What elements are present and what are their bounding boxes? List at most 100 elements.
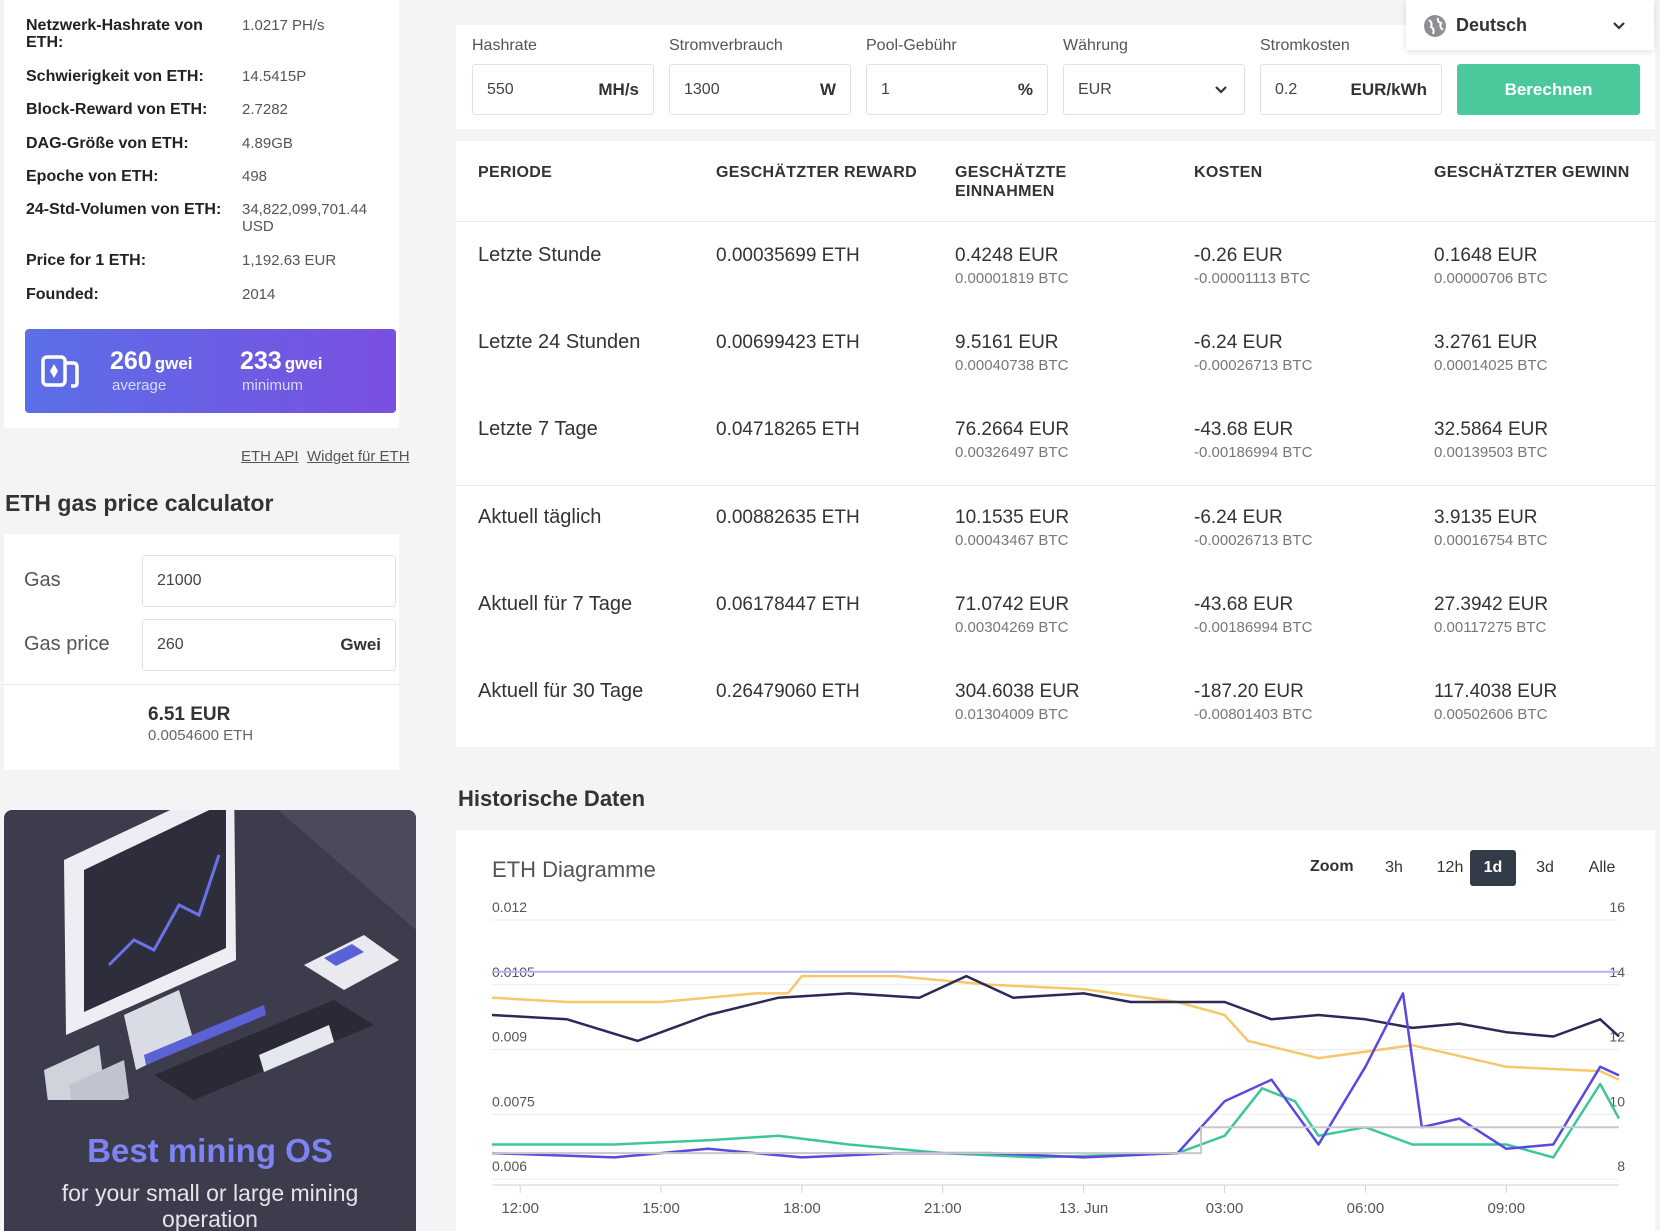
gas-average-label: average bbox=[112, 377, 167, 394]
chart-title: ETH Diagramme bbox=[492, 857, 656, 882]
zoom-option-3d[interactable]: 3d bbox=[1536, 859, 1554, 876]
history-title: Historische Daten bbox=[458, 786, 646, 811]
gas-average-value: 260 gwei bbox=[110, 347, 193, 375]
stat-value: 2.7282 bbox=[242, 101, 288, 118]
eth-widget-link[interactable]: Widget für ETH bbox=[307, 448, 410, 465]
promo-title: Best mining OS bbox=[87, 1132, 333, 1169]
calculate-button[interactable]: Berechnen bbox=[1457, 64, 1640, 115]
row-profit-btc: 0.00502606 BTC bbox=[1434, 706, 1548, 723]
column-header-text: GESCHÄTZTER REWARD bbox=[716, 164, 917, 181]
row-income: 304.6038 EUR bbox=[955, 681, 1080, 702]
row-profit: 32.5864 EUR bbox=[1434, 419, 1549, 440]
pool-fee-label: Pool-Gebühr bbox=[866, 37, 957, 54]
column-header: KOSTEN bbox=[1194, 163, 1262, 182]
gas-calc-divider bbox=[4, 684, 399, 685]
row-income: 0.4248 EUR bbox=[955, 245, 1059, 266]
zoom-label: Zoom bbox=[1310, 858, 1354, 875]
pool-fee-input[interactable]: 1% bbox=[866, 64, 1048, 115]
stat-value: 4.89GB bbox=[242, 135, 293, 152]
column-header: GESCHÄTZTE EINNAHMEN bbox=[955, 163, 1066, 201]
chevron-down-icon bbox=[1613, 22, 1625, 30]
gas-calculator-title: ETH gas price calculator bbox=[5, 490, 274, 516]
column-header-text: EINNAHMEN bbox=[955, 183, 1055, 200]
row-profit-btc: 0.00000706 BTC bbox=[1434, 270, 1548, 287]
row-reward: 0.00035699 ETH bbox=[716, 245, 860, 266]
column-header-text: GESCHÄTZTE bbox=[955, 164, 1067, 181]
eth-api-link[interactable]: ETH API bbox=[241, 448, 299, 465]
column-header: PERIODE bbox=[478, 163, 552, 182]
gas-minimum-label: minimum bbox=[242, 377, 303, 394]
globe-icon bbox=[1424, 15, 1446, 37]
chevron-down-icon bbox=[1215, 86, 1227, 94]
row-income: 76.2664 EUR bbox=[955, 419, 1070, 440]
row-reward: 0.26479060 ETH bbox=[716, 681, 860, 702]
stat-label: Netzwerk-Hashrate von ETH: bbox=[26, 17, 203, 51]
row-profit-btc: 0.00117275 BTC bbox=[1434, 619, 1547, 636]
hashrate-label: Hashrate bbox=[472, 37, 537, 54]
stat-label: Block-Reward von ETH: bbox=[26, 101, 208, 118]
stat-label: Schwierigkeit von ETH: bbox=[26, 68, 204, 85]
row-cost-btc: -0.00186994 BTC bbox=[1194, 619, 1313, 636]
row-cost-btc: -0.00186994 BTC bbox=[1194, 444, 1313, 461]
row-income: 71.0742 EUR bbox=[955, 594, 1070, 615]
row-reward: 0.00699423 ETH bbox=[716, 332, 860, 353]
row-cost-btc: -0.00026713 BTC bbox=[1194, 357, 1313, 374]
row-income: 9.5161 EUR bbox=[955, 332, 1059, 353]
stat-label: Price for 1 ETH: bbox=[26, 252, 147, 269]
currency-select[interactable]: EUR bbox=[1063, 64, 1245, 115]
gas-price-banner: 260 gwei average 233 gwei minimum bbox=[25, 329, 396, 413]
power-label: Stromverbrauch bbox=[669, 37, 783, 54]
row-cost: -0.26 EUR bbox=[1194, 245, 1283, 266]
gas-cost-eth: 0.0054600 ETH bbox=[148, 727, 254, 744]
stat-value: 34,822,099,701.44 USD bbox=[242, 201, 368, 235]
row-profit-btc: 0.00014025 BTC bbox=[1434, 357, 1548, 374]
power-cost-input[interactable]: 0.2 EUR/kWh bbox=[1260, 64, 1442, 115]
row-cost: -187.20 EUR bbox=[1194, 681, 1304, 702]
zoom-option-alle[interactable]: Alle bbox=[1588, 859, 1616, 876]
zoom-option-1d[interactable]: 1d bbox=[1470, 850, 1516, 886]
zoom-option-12h[interactable]: 12h bbox=[1436, 859, 1464, 876]
column-header-text: GESCHÄTZTER GEWINN bbox=[1434, 164, 1630, 181]
row-cost: -43.68 EUR bbox=[1194, 594, 1294, 615]
row-period: Aktuell täglich bbox=[478, 506, 602, 528]
column-header-text: PERIODE bbox=[478, 164, 553, 181]
row-period: Aktuell für 7 Tage bbox=[478, 593, 633, 615]
gas-calculator-card: Gas 21000 Gas price 260 Gwei 6.51 EUR 0.… bbox=[4, 534, 399, 770]
gwei-unit: Gwei bbox=[340, 635, 381, 654]
stat-value: 14.5415P bbox=[242, 68, 307, 85]
stat-value: 498 bbox=[242, 168, 268, 185]
language-label: Deutsch bbox=[1456, 15, 1528, 35]
row-profit: 0.1648 EUR bbox=[1434, 245, 1538, 266]
zoom-option-3h[interactable]: 3h bbox=[1385, 859, 1403, 876]
stat-label: Epoche von ETH: bbox=[26, 168, 159, 185]
stat-label: Founded: bbox=[26, 286, 99, 303]
row-profit-btc: 0.00016754 BTC bbox=[1434, 532, 1548, 549]
row-cost-btc: -0.00026713 BTC bbox=[1194, 532, 1313, 549]
row-income-btc: 0.00326497 BTC bbox=[955, 444, 1069, 461]
row-period: Aktuell für 30 Tage bbox=[478, 680, 644, 702]
row-profit: 3.2761 EUR bbox=[1434, 332, 1538, 353]
row-period: Letzte 24 Stunden bbox=[478, 331, 641, 353]
power-input[interactable]: 1300 W bbox=[669, 64, 851, 115]
row-cost: -43.68 EUR bbox=[1194, 419, 1294, 440]
gas-input[interactable]: 21000 bbox=[142, 555, 396, 607]
gas-minimum-value: 233 gwei bbox=[240, 347, 323, 375]
row-profit: 3.9135 EUR bbox=[1434, 507, 1538, 528]
row-reward: 0.04718265 ETH bbox=[716, 419, 860, 440]
stat-value: 1.0217 PH/s bbox=[242, 17, 325, 34]
row-cost-btc: -0.00801403 BTC bbox=[1194, 706, 1313, 723]
row-reward: 0.06178447 ETH bbox=[716, 594, 860, 615]
language-selector[interactable]: Deutsch bbox=[1406, 0, 1654, 50]
column-header-text: KOSTEN bbox=[1194, 164, 1263, 181]
row-income: 10.1535 EUR bbox=[955, 507, 1070, 528]
row-income-btc: 0.00043467 BTC bbox=[955, 532, 1069, 549]
row-profit-btc: 0.00139503 BTC bbox=[1434, 444, 1548, 461]
results-table bbox=[456, 141, 1655, 747]
hashrate-input[interactable]: 550 MH/s bbox=[472, 64, 654, 115]
stat-label: 24-Std-Volumen von ETH: bbox=[26, 201, 222, 218]
gas-price-input[interactable]: 260 Gwei bbox=[142, 619, 396, 671]
row-income-btc: 0.00040738 BTC bbox=[955, 357, 1069, 374]
row-income-btc: 0.00001819 BTC bbox=[955, 270, 1069, 287]
column-header: GESCHÄTZTER GEWINN bbox=[1434, 163, 1630, 182]
mining-os-promo[interactable]: Best mining OS for your small or large m… bbox=[4, 810, 416, 1231]
